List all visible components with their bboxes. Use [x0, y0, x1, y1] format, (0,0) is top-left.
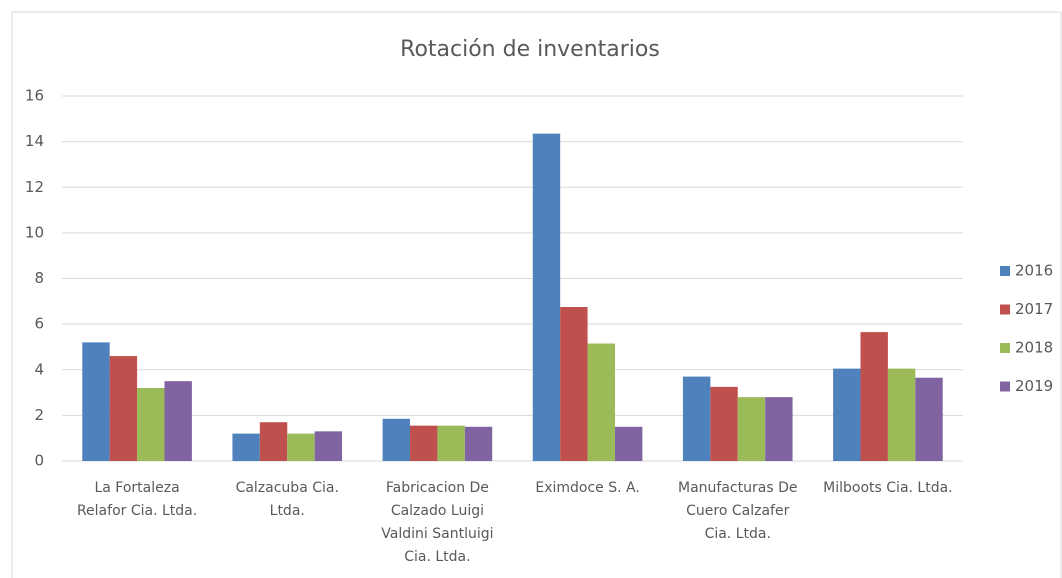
chart-title: Rotación de inventarios: [400, 37, 660, 62]
legend-swatch: [1000, 266, 1010, 276]
bar: [915, 377, 943, 461]
y-tick-label: 0: [34, 452, 44, 470]
legend-swatch: [1000, 381, 1010, 392]
legend-label: 2019: [1015, 377, 1053, 395]
y-tick-label: 4: [34, 360, 44, 378]
y-tick-label: 2: [34, 406, 44, 424]
x-tick-label: La Fortaleza Relafor Cia. Ltda.: [76, 480, 198, 519]
x-tick-label: Manufacturas De Cuero Calzafer Cia. Ltda…: [678, 480, 798, 542]
bar: [587, 343, 615, 461]
bar: [464, 426, 493, 461]
bar: [833, 368, 861, 461]
bar: [860, 332, 888, 461]
bar: [259, 422, 288, 461]
bar: [287, 433, 315, 461]
bar: [410, 425, 438, 461]
legend-label: 2016: [1015, 262, 1053, 280]
bar: [614, 426, 643, 461]
y-tick-label: 6: [34, 315, 44, 333]
bar: [532, 133, 561, 461]
y-tick-label: 12: [25, 178, 44, 196]
bar: [314, 431, 343, 461]
legend-label: 2017: [1015, 300, 1053, 318]
bar: [232, 433, 260, 461]
x-tick-label: Fabricacion De Calzado Luigi Valdini San…: [381, 480, 494, 565]
x-tick-label: Eximdoce S. A.: [535, 480, 640, 496]
bar: [137, 388, 165, 461]
bar: [560, 307, 588, 461]
bar: [382, 418, 411, 461]
bar: [164, 381, 192, 461]
legend-label: 2018: [1015, 339, 1053, 357]
y-tick-label: 10: [25, 223, 44, 241]
bar: [765, 397, 793, 461]
x-tick-label: Milboots Cia. Ltda.: [823, 480, 953, 496]
legend-swatch: [1000, 304, 1010, 315]
bar: [82, 342, 110, 461]
x-tick-label: Calzacuba Cia. Ltda.: [235, 480, 339, 519]
bar: [710, 386, 738, 461]
bar: [437, 425, 465, 461]
bar: [682, 376, 711, 461]
legend-swatch: [1000, 343, 1010, 353]
y-tick-label: 14: [25, 132, 44, 150]
y-tick-label: 16: [25, 87, 44, 105]
y-tick-label: 8: [34, 269, 44, 287]
bar: [887, 368, 916, 461]
bar: [737, 397, 766, 461]
bar: [109, 356, 138, 461]
